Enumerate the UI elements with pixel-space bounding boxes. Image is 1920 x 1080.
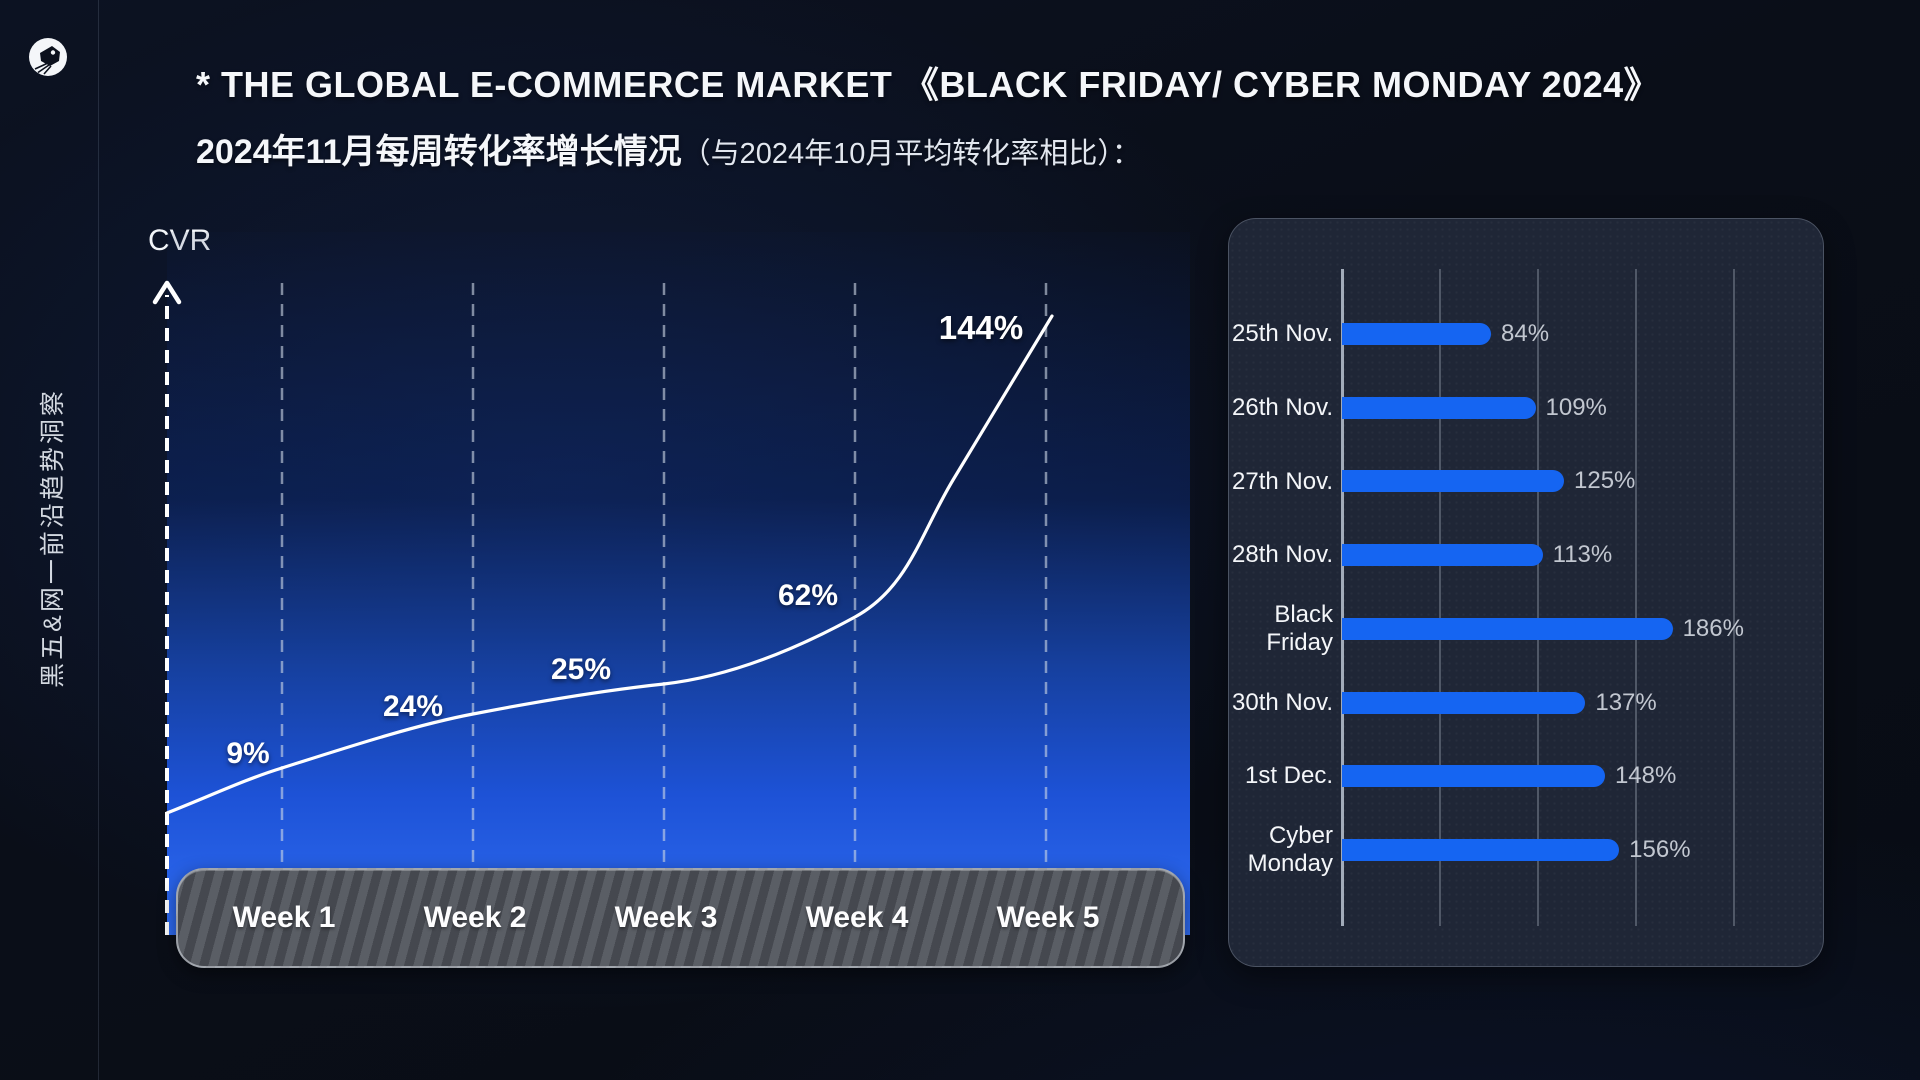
bar-row: 28th Nov. 113%	[1229, 518, 1805, 592]
week-label: Week 2	[423, 901, 527, 934]
curve-point-label: 9%	[226, 737, 270, 770]
sidebar-vertical-caption: 黑五&网一前沿趋势洞察	[39, 388, 67, 688]
dashed-gridlines	[280, 283, 1048, 935]
bar-chart-gridline	[1537, 269, 1539, 926]
sidebar-divider	[98, 0, 99, 1080]
bar-category-label: 1st Dec.	[1244, 762, 1333, 790]
bar-row: 30th Nov. 137%	[1229, 666, 1805, 740]
curve-point-label: 62%	[777, 579, 839, 612]
week-label: Week 1	[232, 901, 336, 934]
bar-value-label: 186%	[1682, 614, 1744, 642]
bar-value-label: 125%	[1574, 467, 1636, 495]
curve-point-label: 24%	[382, 690, 444, 723]
line-chart-canvas	[152, 280, 1054, 935]
week-label: Week 3	[614, 901, 718, 934]
bar-category-label: 26th Nov.	[1232, 393, 1333, 421]
bar	[1341, 396, 1536, 419]
bar	[1341, 470, 1564, 493]
bar-row: 1st Dec. 148%	[1229, 739, 1805, 813]
bar	[1341, 838, 1620, 861]
bar	[1341, 323, 1492, 345]
bar	[1341, 691, 1586, 714]
bar-value-label: 137%	[1595, 688, 1657, 716]
x-axis-week-bar: Week 1 Week 2 Week 3 Week 4 Week 5	[176, 868, 1185, 968]
bar	[1341, 765, 1605, 788]
bar-chart-gridline	[1439, 269, 1441, 926]
bar-row: Cyber Monday 156%	[1229, 813, 1805, 887]
title-line-chinese: 2024年11月每周转化率增长情况（与2024年10月平均转化率相比）：	[196, 124, 1660, 173]
title-chinese-note: （与2024年10月平均转化率相比）：	[681, 138, 1141, 170]
bar-value-label: 148%	[1614, 762, 1677, 790]
bar-category-label: 28th Nov.	[1232, 541, 1333, 569]
bar-row: 26th Nov. 109%	[1229, 371, 1805, 445]
y-axis-arrow-icon	[152, 280, 182, 305]
cvr-growth-curve	[165, 314, 1054, 815]
week-label: Week 4	[805, 901, 909, 934]
title-block: * THE GLOBAL E-COMMERCE MARKET 《BLACK FR…	[196, 56, 1660, 173]
bar-category-label: Cyber Monday	[1247, 822, 1333, 877]
bar-value-label: 84%	[1501, 320, 1550, 347]
bar-chart-gridline	[1635, 269, 1637, 926]
bar-row: 25th Nov. 84%	[1229, 297, 1805, 371]
bar-category-label: 27th Nov.	[1232, 467, 1333, 495]
bar	[1341, 544, 1543, 567]
bar-chart-gridline	[1733, 269, 1735, 926]
curve-point-label: 144%	[938, 309, 1024, 346]
bar-row: 27th Nov. 125%	[1229, 444, 1805, 518]
bar-category-label: 25th Nov.	[1232, 320, 1333, 348]
curve-point-label: 25%	[550, 653, 612, 686]
bar-value-label: 156%	[1629, 835, 1691, 863]
bar	[1341, 617, 1673, 640]
bar-value-label: 113%	[1552, 541, 1613, 569]
bar-value-label: 109%	[1545, 393, 1607, 421]
bar-row: Black Friday 186%	[1229, 592, 1805, 666]
bar-category-label: 30th Nov.	[1232, 688, 1333, 716]
daily-cvr-bar-chart-card: 25th Nov. 84% 26th Nov. 109% 27th Nov. 125% 28…	[1228, 218, 1824, 967]
bar-chart-axis-line	[1341, 269, 1344, 926]
week-label: Week 5	[996, 901, 1100, 934]
bar-category-label: Black Friday	[1266, 601, 1333, 656]
bird-head-logo-icon	[29, 38, 67, 76]
title-chinese-main: 2024年11月每周转化率增长情况	[196, 133, 682, 171]
line-chart-gradient-area	[167, 232, 1190, 935]
title-line-english: * THE GLOBAL E-COMMERCE MARKET 《BLACK FR…	[196, 64, 1661, 105]
